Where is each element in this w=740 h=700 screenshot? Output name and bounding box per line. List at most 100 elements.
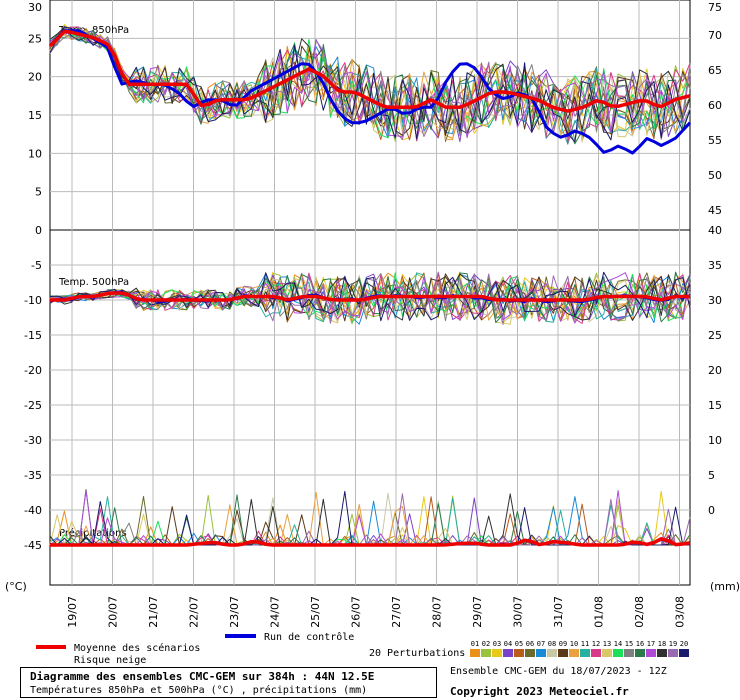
legend-code-15: 15 xyxy=(625,640,633,648)
perturbation-850-17 xyxy=(49,28,691,140)
right-tick-label: 60 xyxy=(708,99,722,112)
right-tick-label: 15 xyxy=(708,399,722,412)
date-label: 26/07 xyxy=(350,596,363,628)
date-label: 01/08 xyxy=(593,596,606,628)
legend-swatch-18 xyxy=(657,649,667,657)
legend-code-19: 19 xyxy=(669,640,677,648)
ensemble-run-label: Ensemble CMC-GEM du 18/07/2023 - 12Z xyxy=(450,666,667,677)
chart-title: Diagramme des ensembles CMC-GEM sur 384h… xyxy=(30,670,375,683)
date-label: 19/07 xyxy=(66,596,79,628)
legend-snow-label: Risque neige xyxy=(74,655,146,666)
legend-code-09: 09 xyxy=(559,640,567,648)
right-tick-label: 35 xyxy=(708,259,722,272)
right-tick-label: 75 xyxy=(708,1,722,14)
legend-swatch-11 xyxy=(580,649,590,657)
legend-swatch-14 xyxy=(613,649,623,657)
legend-swatch-20 xyxy=(679,649,689,657)
right-tick-label: 5 xyxy=(708,469,715,482)
legend-code-11: 11 xyxy=(581,640,589,648)
legend-code-05: 05 xyxy=(515,640,523,648)
legend-code-12: 12 xyxy=(592,640,600,648)
mean-500 xyxy=(50,291,690,302)
right-tick-label: 70 xyxy=(708,29,722,42)
left-tick-label: -30 xyxy=(24,434,42,447)
perturbation-850-14 xyxy=(49,27,691,139)
legend-swatch-04 xyxy=(503,649,513,657)
legend-code-20: 20 xyxy=(680,640,688,648)
date-label: 20/07 xyxy=(107,596,120,628)
date-label: 02/08 xyxy=(633,596,646,628)
legend-swatch-10 xyxy=(569,649,579,657)
left-tick-label: -15 xyxy=(24,329,42,342)
legend-swatch-16 xyxy=(635,649,645,657)
perturbation-500-18 xyxy=(49,273,691,321)
perturbation-850-16 xyxy=(49,29,691,145)
legend-code-07: 07 xyxy=(537,640,545,648)
date-label: 24/07 xyxy=(269,596,282,628)
left-unit-label: (°C) xyxy=(5,580,27,593)
legend-code-17: 17 xyxy=(647,640,655,648)
legend-code-16: 16 xyxy=(636,640,644,648)
chart-subtitle: Températures 850hPa et 500hPa (°C) , pré… xyxy=(30,685,368,696)
date-label: 29/07 xyxy=(471,596,484,628)
perturbation-850-11 xyxy=(49,32,691,145)
legend-code-03: 03 xyxy=(493,640,501,648)
date-label: 30/07 xyxy=(512,596,525,628)
mean-850 xyxy=(48,29,691,113)
legend-swatch-07 xyxy=(536,649,546,657)
legend-swatch-13 xyxy=(602,649,612,657)
left-tick-label: -45 xyxy=(24,539,42,552)
legend-perturbations-label: 20 Perturbations xyxy=(369,648,465,659)
left-tick-label: 0 xyxy=(35,224,42,237)
legend-code-13: 13 xyxy=(603,640,611,648)
legend-swatch-15 xyxy=(624,649,634,657)
legend-swatch-08 xyxy=(547,649,557,657)
left-tick-label: 30 xyxy=(28,1,42,14)
date-label: 23/07 xyxy=(228,596,241,628)
legend-code-04: 04 xyxy=(504,640,512,648)
legend-code-18: 18 xyxy=(658,640,666,648)
legend-swatch-12 xyxy=(591,649,601,657)
legend-swatch-05 xyxy=(514,649,524,657)
right-tick-label: 10 xyxy=(708,434,722,447)
right-tick-label: 30 xyxy=(708,294,722,307)
legend-code-14: 14 xyxy=(614,640,622,648)
right-unit-label: (mm) xyxy=(710,580,740,593)
legend-code-08: 08 xyxy=(548,640,556,648)
copyright: Copyright 2023 Meteociel.fr xyxy=(450,685,629,698)
legend-code-02: 02 xyxy=(482,640,490,648)
legend-swatch-19 xyxy=(668,649,678,657)
right-tick-label: 55 xyxy=(708,134,722,147)
right-tick-label: 0 xyxy=(708,504,715,517)
legend-swatch-06 xyxy=(525,649,535,657)
legend-swatch-09 xyxy=(558,649,568,657)
legend-control-label: Run de contrôle xyxy=(264,631,354,643)
left-tick-label: -20 xyxy=(24,364,42,377)
right-tick-label: 45 xyxy=(708,204,722,217)
perturbation-850-13 xyxy=(49,30,691,143)
legend-code-06: 06 xyxy=(526,640,534,648)
perturbation-500-19 xyxy=(49,271,691,324)
title-box xyxy=(20,667,437,698)
date-label: 25/07 xyxy=(309,596,322,628)
right-tick-label: 50 xyxy=(708,169,722,182)
mean-precip xyxy=(50,537,691,547)
legend-mean-label: Moyenne des scénarios xyxy=(74,642,200,654)
date-label: 22/07 xyxy=(188,596,201,628)
legend-swatch-03 xyxy=(492,649,502,657)
left-tick-label: 25 xyxy=(28,32,42,45)
date-label: 31/07 xyxy=(552,596,565,628)
date-label: 27/07 xyxy=(390,596,403,628)
left-tick-label: 10 xyxy=(28,147,42,160)
legend-code-01: 01 xyxy=(471,640,479,648)
right-tick-label: 40 xyxy=(708,224,722,237)
left-tick-label: 5 xyxy=(35,186,42,199)
right-tick-label: 25 xyxy=(708,329,722,342)
perturbation-500-17 xyxy=(49,272,691,324)
date-label: 03/08 xyxy=(674,596,687,628)
legend-swatch-02 xyxy=(481,649,491,657)
perturbation-850-09 xyxy=(49,30,691,142)
left-tick-label: -25 xyxy=(24,399,42,412)
date-label: 21/07 xyxy=(147,596,160,628)
